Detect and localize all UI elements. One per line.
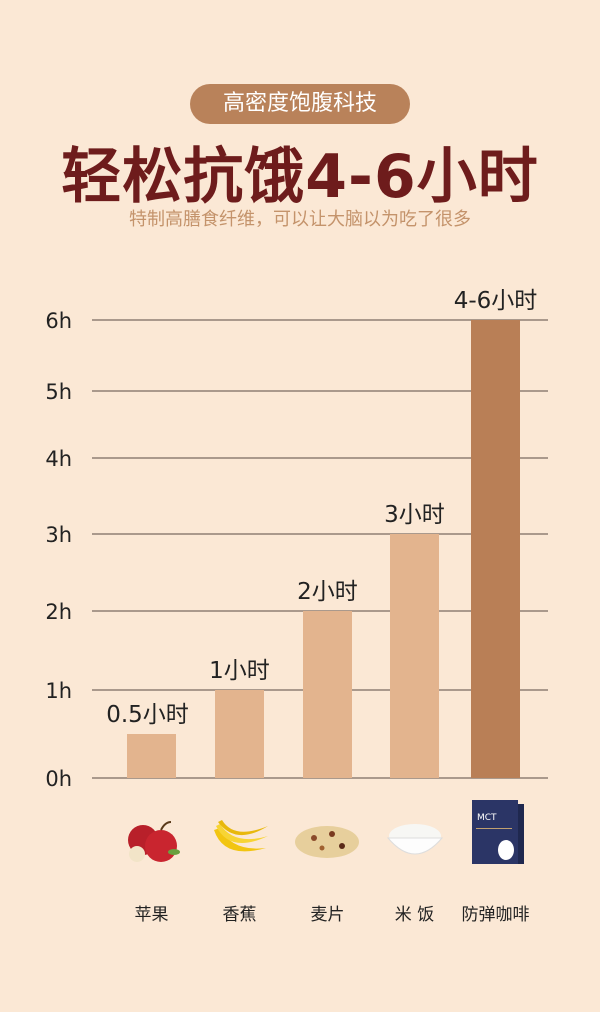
- page-subtitle: 特制高膳食纤维，可以让大脑以为吃了很多: [129, 209, 471, 230]
- data-label: 3小时: [384, 502, 445, 528]
- data-label: 4-6小时: [454, 288, 538, 314]
- y-tick-label: 6h: [45, 309, 72, 333]
- rice-bowl-icon: [386, 824, 444, 855]
- category-label: 麦片: [310, 905, 345, 925]
- data-label: 0.5小时: [106, 702, 189, 728]
- svg-text:MCT: MCT: [477, 813, 497, 823]
- y-tick-label: 3h: [45, 523, 72, 547]
- bar-0: [127, 734, 176, 778]
- category-label: 米 饭: [394, 905, 435, 925]
- y-tick-label: 5h: [45, 380, 72, 404]
- y-tick-label: 1h: [45, 679, 72, 703]
- y-tick-label: 0h: [45, 767, 72, 791]
- bar-2: [303, 611, 352, 778]
- data-label: 1小时: [209, 658, 270, 684]
- coffee-box-icon: MCT: [472, 800, 524, 864]
- bar-3: [390, 534, 439, 778]
- feature-badge: 高密度饱腹科技: [190, 84, 410, 124]
- oatmeal-icon: [295, 826, 359, 858]
- category-label: 防弹咖啡: [461, 905, 530, 925]
- page-title: 轻松抗饿4-6小时: [61, 142, 539, 212]
- y-tick-label: 2h: [45, 600, 72, 624]
- category-label: 香蕉: [222, 905, 257, 925]
- bar-4: [471, 320, 520, 778]
- category-label: 苹果: [134, 905, 169, 925]
- apple-icon: [128, 821, 180, 862]
- banana-icon: [214, 820, 268, 852]
- y-tick-label: 4h: [45, 447, 72, 471]
- data-label: 2小时: [297, 579, 358, 605]
- bar-1: [215, 690, 264, 778]
